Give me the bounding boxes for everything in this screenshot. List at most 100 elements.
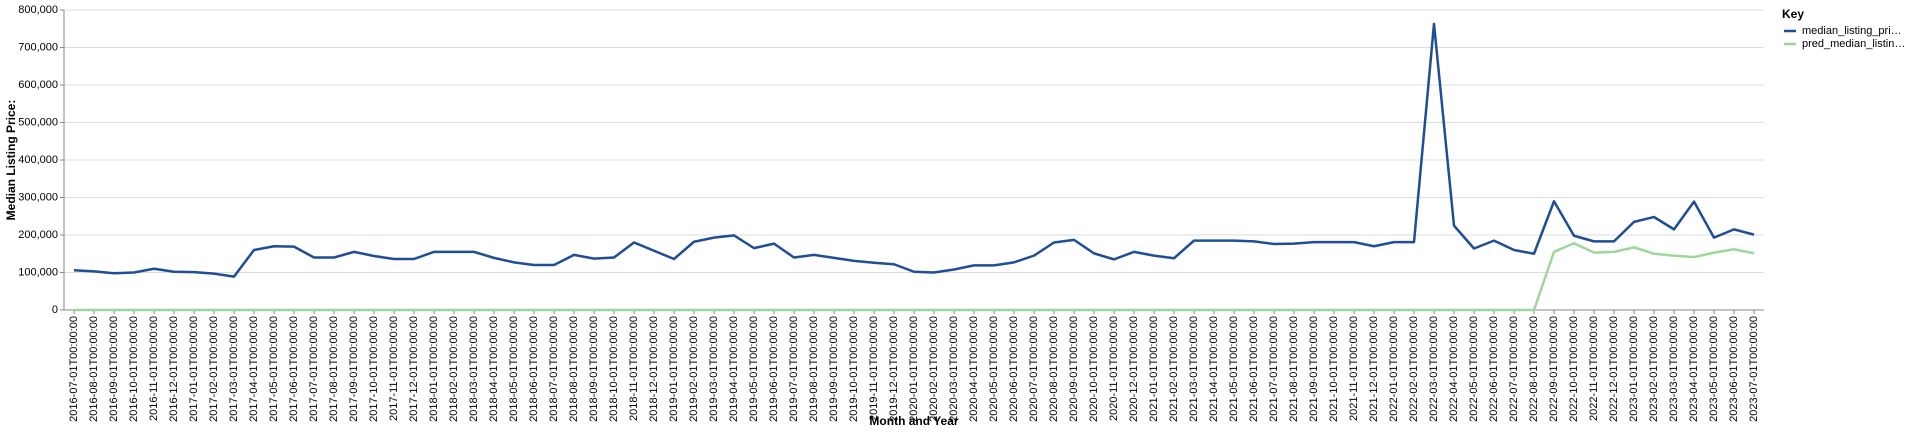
x-tick-label: 2017-03-01T00:00:00 [228,316,240,422]
x-tick-label: 2016-07-01T00:00:00 [68,316,80,422]
y-tick-label: 200,000 [18,229,58,241]
x-tick-label: 2018-01-01T00:00:00 [428,316,440,422]
x-tick-label: 2018-06-01T00:00:00 [528,316,540,422]
legend-title: Key [1782,7,1804,21]
x-tick-label: 2021-08-01T00:00:00 [1288,316,1300,422]
y-axis-title: Median Listing Price: [4,100,18,221]
x-tick-label: 2020-04-01T00:00:00 [968,316,980,422]
series-line [73,22,1755,278]
x-tick-label: 2021-03-01T00:00:00 [1188,316,1200,422]
x-tick-label: 2016-10-01T00:00:00 [128,316,140,422]
x-tick-label: 2021-07-01T00:00:00 [1268,316,1280,422]
x-tick-label: 2021-09-01T00:00:00 [1308,316,1320,422]
series-line [74,242,1755,312]
legend-label: pred_median_listin… [1802,38,1905,50]
x-tick-label: 2019-06-01T00:00:00 [768,316,780,422]
x-tick-label: 2022-01-01T00:00:00 [1388,316,1400,422]
x-tick-label: 2017-05-01T00:00:00 [268,316,280,422]
x-tick-label: 2021-12-01T00:00:00 [1368,316,1380,422]
x-tick-label: 2020-12-01T00:00:00 [1128,316,1140,422]
x-tick-label: 2019-09-01T00:00:00 [828,316,840,422]
x-tick-label: 2022-02-01T00:00:00 [1408,316,1420,422]
x-tick-label: 2016-09-01T00:00:00 [108,316,120,422]
x-tick-label: 2022-04-01T00:00:00 [1448,316,1460,422]
x-tick-label: 2019-07-01T00:00:00 [788,316,800,422]
y-tick-label: 800,000 [18,4,58,16]
y-tick-label: 500,000 [18,116,58,128]
x-tick-label: 2018-07-01T00:00:00 [548,316,560,422]
x-tick-label: 2022-06-01T00:00:00 [1488,316,1500,422]
x-tick-label: 2018-02-01T00:00:00 [448,316,460,422]
x-tick-label: 2020-07-01T00:00:00 [1028,316,1040,422]
x-tick-label: 2020-09-01T00:00:00 [1068,316,1080,422]
x-tick-label: 2023-03-01T00:00:00 [1668,316,1680,422]
y-tick-label: 700,000 [18,41,58,53]
x-tick-label: 2018-03-01T00:00:00 [468,316,480,422]
x-tick-label: 2019-02-01T00:00:00 [688,316,700,422]
x-tick-label: 2023-06-01T00:00:00 [1728,316,1740,422]
x-tick-label: 2021-06-01T00:00:00 [1248,316,1260,422]
x-tick-label: 2019-05-01T00:00:00 [748,316,760,422]
x-tick-label: 2022-05-01T00:00:00 [1468,316,1480,422]
x-tick-label: 2023-04-01T00:00:00 [1688,316,1700,422]
y-tick-label: 300,000 [18,191,58,203]
y-tick-label: 100,000 [18,266,58,278]
x-tick-label: 2016-11-01T00:00:00 [148,316,160,421]
x-tick-label: 2018-09-01T00:00:00 [588,316,600,422]
x-axis-title: Month and Year [869,414,958,428]
x-tick-label: 2016-08-01T00:00:00 [88,316,100,422]
x-tick-label: 2020-06-01T00:00:00 [1008,316,1020,422]
x-tick-label: 2016-12-01T00:00:00 [168,316,180,422]
x-tick-label: 2021-01-01T00:00:00 [1148,316,1160,422]
x-tick-label: 2023-02-01T00:00:00 [1648,316,1660,422]
x-tick-label: 2019-03-01T00:00:00 [708,316,720,422]
x-tick-label: 2017-09-01T00:00:00 [348,316,360,422]
x-tick-label: 2020-11-01T00:00:00 [1108,316,1120,421]
x-tick-label: 2021-04-01T00:00:00 [1208,316,1220,422]
x-tick-label: 2021-05-01T00:00:00 [1228,316,1240,422]
x-tick-label: 2021-10-01T00:00:00 [1328,316,1340,422]
x-tick-label: 2017-10-01T00:00:00 [368,316,380,422]
x-tick-label: 2020-01-01T00:00:00 [908,316,920,422]
x-tick-label: 2019-04-01T00:00:00 [728,316,740,422]
x-tick-label: 2020-10-01T00:00:00 [1088,316,1100,422]
y-tick-label: 400,000 [18,154,58,166]
x-tick-label: 2017-12-01T00:00:00 [408,316,420,422]
x-tick-label: 2018-08-01T00:00:00 [568,316,580,422]
x-tick-label: 2022-11-01T00:00:00 [1588,316,1600,421]
x-tick-label: 2018-11-01T00:00:00 [628,316,640,421]
x-tick-label: 2018-04-01T00:00:00 [488,316,500,422]
x-tick-label: 2017-08-01T00:00:00 [328,316,340,422]
x-tick-label: 2019-12-01T00:00:00 [888,316,900,422]
x-tick-label: 2023-01-01T00:00:00 [1628,316,1640,422]
x-tick-label: 2022-03-01T00:00:00 [1428,316,1440,422]
x-tick-label: 2021-02-01T00:00:00 [1168,316,1180,422]
x-tick-label: 2023-07-01T00:00:00 [1748,316,1760,422]
x-tick-label: 2022-07-01T00:00:00 [1508,316,1520,422]
x-tick-label: 2021-11-01T00:00:00 [1348,316,1360,421]
x-tick-label: 2018-10-01T00:00:00 [608,316,620,422]
x-tick-label: 2020-02-01T00:00:00 [928,316,940,422]
x-tick-label: 2019-11-01T00:00:00 [868,316,880,421]
x-tick-label: 2020-05-01T00:00:00 [988,316,1000,422]
x-tick-label: 2022-09-01T00:00:00 [1548,316,1560,422]
x-tick-label: 2017-02-01T00:00:00 [208,316,220,422]
x-tick-label: 2020-03-01T00:00:00 [948,316,960,422]
x-tick-label: 2017-06-01T00:00:00 [288,316,300,422]
x-tick-label: 2017-07-01T00:00:00 [308,316,320,422]
x-tick-label: 2018-05-01T00:00:00 [508,316,520,422]
x-tick-label: 2022-10-01T00:00:00 [1568,316,1580,422]
x-tick-label: 2018-12-01T00:00:00 [648,316,660,422]
legend-label: median_listing_pri… [1802,25,1902,37]
x-tick-label: 2017-01-01T00:00:00 [188,316,200,422]
x-tick-label: 2022-08-01T00:00:00 [1528,316,1540,422]
x-tick-label: 2019-01-01T00:00:00 [668,316,680,422]
x-tick-label: 2023-05-01T00:00:00 [1708,316,1720,422]
x-tick-label: 2019-10-01T00:00:00 [848,316,860,422]
y-tick-label: 600,000 [18,79,58,91]
y-tick-label: 0 [52,304,58,316]
x-tick-label: 2022-12-01T00:00:00 [1608,316,1620,422]
x-tick-label: 2019-08-01T00:00:00 [808,316,820,422]
x-tick-label: 2017-11-01T00:00:00 [388,316,400,421]
